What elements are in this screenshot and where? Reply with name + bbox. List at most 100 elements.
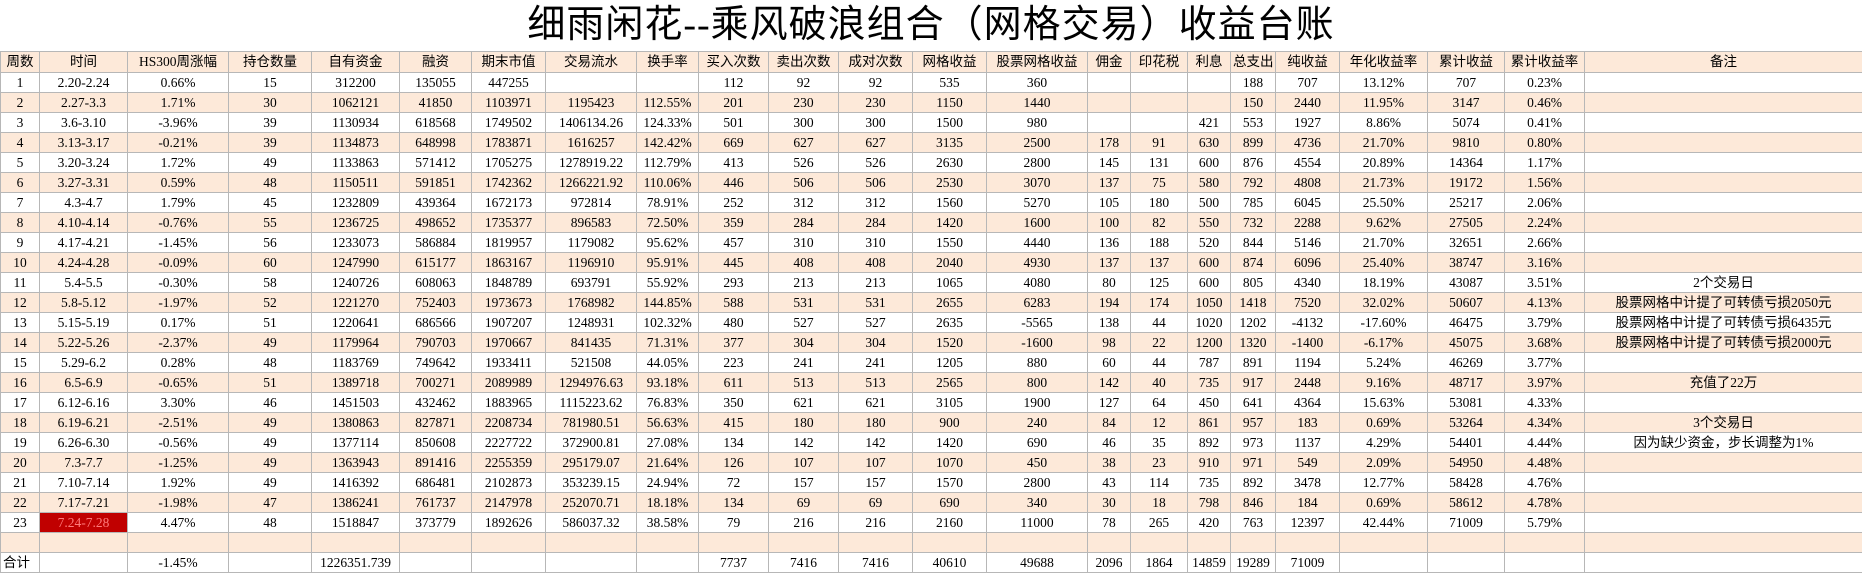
- cell: 761737: [400, 493, 472, 513]
- cell: 0.66%: [128, 73, 229, 93]
- cell: [1585, 193, 1862, 213]
- cell: 4.48%: [1505, 453, 1585, 473]
- column-header: 总支出: [1231, 52, 1276, 73]
- cell: 350: [699, 393, 769, 413]
- column-header: 年化收益率: [1340, 52, 1428, 73]
- cell: 1: [1, 73, 40, 93]
- cell: 82: [1131, 213, 1188, 233]
- cell: 6.19-6.21: [40, 413, 128, 433]
- cell: 2208734: [472, 413, 546, 433]
- cell: 95.91%: [637, 253, 699, 273]
- cell: 71.31%: [637, 333, 699, 353]
- cell: 1.56%: [1505, 173, 1585, 193]
- cell: 15: [229, 73, 312, 93]
- cell: 615177: [400, 253, 472, 273]
- cell: 230: [769, 93, 839, 113]
- cell: 861: [1188, 413, 1231, 433]
- column-header: 时间: [40, 52, 128, 73]
- cell: 1848789: [472, 273, 546, 293]
- column-header: 累计收益: [1428, 52, 1505, 73]
- cell: 54950: [1428, 453, 1505, 473]
- cell: 1150511: [312, 173, 400, 193]
- cell: [1585, 113, 1862, 133]
- cell: 48717: [1428, 373, 1505, 393]
- cell: 35: [1131, 433, 1188, 453]
- cell: -0.21%: [128, 133, 229, 153]
- cell: 457: [699, 233, 769, 253]
- cell: 1196910: [546, 253, 637, 273]
- cell: 781980.51: [546, 413, 637, 433]
- total-cell: 71009: [1276, 553, 1340, 573]
- cell: 408: [769, 253, 839, 273]
- cell: 4.29%: [1340, 433, 1428, 453]
- cell: 972814: [546, 193, 637, 213]
- cell: 1927: [1276, 113, 1340, 133]
- cell: 1933411: [472, 353, 546, 373]
- cell: 102.32%: [637, 313, 699, 333]
- cell: 240: [987, 413, 1088, 433]
- cell: 49: [229, 473, 312, 493]
- cell: 3135: [913, 133, 987, 153]
- cell: 4.13%: [1505, 293, 1585, 313]
- cell: 7.17-7.21: [40, 493, 128, 513]
- cell: 18: [1, 413, 40, 433]
- cell: 91: [1131, 133, 1188, 153]
- cell: 71009: [1428, 513, 1505, 533]
- cell: 64: [1131, 393, 1188, 413]
- cell: 980: [987, 113, 1088, 133]
- cell: [1585, 533, 1862, 553]
- cell: 53264: [1428, 413, 1505, 433]
- cell: 142.42%: [637, 133, 699, 153]
- cell: 1220641: [312, 313, 400, 333]
- cell: 1500: [913, 113, 987, 133]
- cell: 1.17%: [1505, 153, 1585, 173]
- cell: 41850: [400, 93, 472, 113]
- cell: 213: [769, 273, 839, 293]
- cell: 2288: [1276, 213, 1340, 233]
- cell: 408: [839, 253, 913, 273]
- cell: 0.23%: [1505, 73, 1585, 93]
- cell: 608063: [400, 273, 472, 293]
- cell: 46475: [1428, 313, 1505, 333]
- cell: 2: [1, 93, 40, 113]
- blank-row: [1, 533, 1862, 553]
- cell: 800: [987, 373, 1088, 393]
- cell: 1150: [913, 93, 987, 113]
- cell: 971: [1231, 453, 1276, 473]
- cell: 38: [1088, 453, 1131, 473]
- cell: 9: [1, 233, 40, 253]
- cell: 1749502: [472, 113, 546, 133]
- cell: 22: [1131, 333, 1188, 353]
- cell: 621: [839, 393, 913, 413]
- cell: 798: [1188, 493, 1231, 513]
- cell: 1520: [913, 333, 987, 353]
- cell: 899: [1231, 133, 1276, 153]
- cell: 3.97%: [1505, 373, 1585, 393]
- cell: 201: [699, 93, 769, 113]
- cell: 917: [1231, 373, 1276, 393]
- cell: 12: [1131, 413, 1188, 433]
- cell: 136: [1088, 233, 1131, 253]
- cell: [1585, 473, 1862, 493]
- cell: 4340: [1276, 273, 1340, 293]
- cell: 58: [229, 273, 312, 293]
- cell: 142: [839, 433, 913, 453]
- cell: 973: [1231, 433, 1276, 453]
- cell: 44: [1131, 313, 1188, 333]
- cell: 1451503: [312, 393, 400, 413]
- cell: 76.83%: [637, 393, 699, 413]
- cell: 2500: [987, 133, 1088, 153]
- cell: 1248931: [546, 313, 637, 333]
- cell: [1276, 533, 1340, 553]
- cell: 1420: [913, 433, 987, 453]
- cell: 11000: [987, 513, 1088, 533]
- total-cell: 49688: [987, 553, 1088, 573]
- column-header: 备注: [1585, 52, 1862, 73]
- cell: 3.30%: [128, 393, 229, 413]
